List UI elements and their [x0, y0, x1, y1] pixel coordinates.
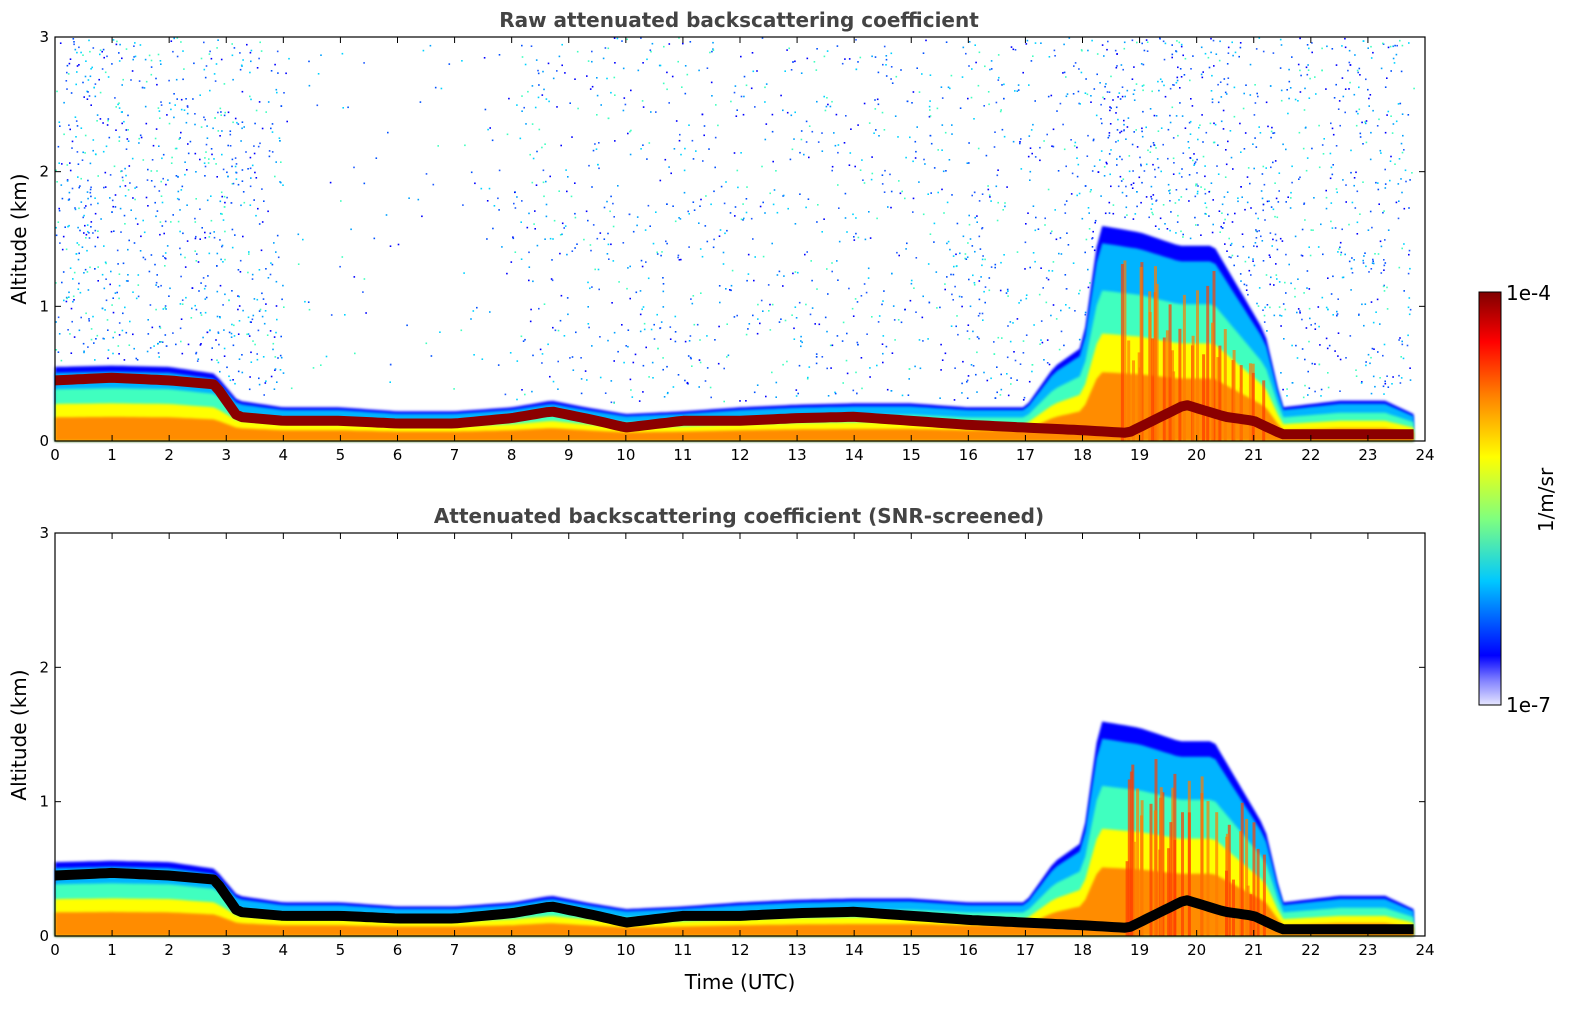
- cloud-core: [1120, 260, 1266, 441]
- x-tick-label: 15: [902, 446, 921, 464]
- raw-backscatter-panel: Raw attenuated backscattering coefficien…: [7, 8, 1435, 464]
- x-tick-label: 7: [450, 446, 460, 464]
- x-tick-label: 0: [50, 446, 60, 464]
- heatmap-area: [54, 37, 1425, 441]
- x-tick-label: 1: [107, 446, 117, 464]
- x-tick-label: 18: [1073, 446, 1092, 464]
- aerosol-layer: [55, 226, 1414, 441]
- y-tick-label: 2: [39, 658, 49, 676]
- x-tick-label: 8: [507, 446, 517, 464]
- heatmap-area: [54, 533, 1425, 936]
- peak-backscatter-layer: [54, 372, 1414, 440]
- noise-speckle: [55, 37, 1415, 404]
- colorbar-unit-label: 1/m/sr: [1534, 467, 1558, 532]
- x-tick-label: 21: [1244, 446, 1263, 464]
- y-tick-label: 2: [39, 163, 49, 181]
- x-tick-label: 12: [730, 941, 749, 959]
- panel-title: Raw attenuated backscattering coefficien…: [499, 8, 979, 32]
- x-tick-label: 16: [959, 446, 978, 464]
- x-tick-label: 23: [1358, 941, 1377, 959]
- x-tick-label: 1: [107, 941, 117, 959]
- x-tick-label: 17: [1016, 941, 1035, 959]
- x-tick-label: 17: [1016, 446, 1035, 464]
- x-tick-label: 4: [279, 941, 289, 959]
- colorbar-gradient: [1478, 291, 1502, 706]
- y-axis-label: Altitude (km): [7, 173, 31, 304]
- x-tick-label: 8: [507, 941, 517, 959]
- x-tick-label: 0: [50, 941, 60, 959]
- x-tick-label: 6: [393, 446, 403, 464]
- x-tick-label: 9: [564, 446, 574, 464]
- x-tick-label: 24: [1415, 446, 1434, 464]
- x-tick-label: 5: [336, 941, 346, 959]
- colorbar: 1e-4 1e-7 1/m/sr: [1478, 281, 1558, 717]
- snr-screened-backscatter-panel: Attenuated backscattering coefficient (S…: [7, 504, 1435, 994]
- x-tick-label: 14: [845, 941, 864, 959]
- panel-title: Attenuated backscattering coefficient (S…: [434, 504, 1044, 528]
- x-tick-label: 13: [788, 941, 807, 959]
- x-tick-label: 19: [1130, 446, 1149, 464]
- y-tick-label: 1: [39, 793, 49, 811]
- x-tick-label: 22: [1301, 446, 1320, 464]
- x-tick-label: 19: [1130, 941, 1149, 959]
- x-tick-label: 10: [616, 941, 635, 959]
- y-axis: 0 1 2 3: [39, 28, 1425, 450]
- x-axis: 0 1 2 3 4 5 6 7 8 9 10 11 12 13 14 15 16 17 18 19 20 21 22 23 24: [50, 533, 1435, 959]
- x-tick-label: 18: [1073, 941, 1092, 959]
- x-tick-label: 2: [164, 446, 174, 464]
- colorbar-max-label: 1e-4: [1506, 281, 1551, 305]
- y-tick-label: 1: [39, 297, 49, 315]
- aerosol-layer: [55, 721, 1414, 936]
- x-tick-label: 5: [336, 446, 346, 464]
- x-tick-label: 6: [393, 941, 403, 959]
- x-tick-label: 7: [450, 941, 460, 959]
- x-tick-label: 14: [845, 446, 864, 464]
- x-tick-label: 12: [730, 446, 749, 464]
- y-tick-label: 0: [39, 432, 49, 450]
- x-tick-label: 24: [1415, 941, 1434, 959]
- x-tick-label: 22: [1301, 941, 1320, 959]
- x-tick-label: 11: [673, 446, 692, 464]
- x-tick-label: 15: [902, 941, 921, 959]
- x-tick-label: 4: [279, 446, 289, 464]
- x-tick-label: 3: [221, 446, 231, 464]
- x-tick-label: 10: [616, 446, 635, 464]
- x-tick-label: 21: [1244, 941, 1263, 959]
- x-axis: 0 1 2 3 4 5 6 7 8 9 10 11 12 13 14 15 16 17 18 19 20 21 22 23 24: [50, 37, 1435, 464]
- x-tick-label: 13: [788, 446, 807, 464]
- x-tick-label: 16: [959, 941, 978, 959]
- x-tick-label: 20: [1187, 446, 1206, 464]
- y-tick-label: 3: [39, 28, 49, 46]
- cloud-core: [1125, 759, 1266, 936]
- x-axis-label: Time (UTC): [684, 970, 796, 994]
- y-tick-label: 0: [39, 927, 49, 945]
- x-tick-label: 9: [564, 941, 574, 959]
- x-tick-label: 20: [1187, 941, 1206, 959]
- y-axis: 0 1 2 3: [39, 524, 1425, 945]
- peak-backscatter-layer: [54, 867, 1414, 935]
- x-tick-label: 3: [221, 941, 231, 959]
- x-tick-label: 23: [1358, 446, 1377, 464]
- y-tick-label: 3: [39, 524, 49, 542]
- colorbar-min-label: 1e-7: [1506, 693, 1551, 717]
- y-axis-label: Altitude (km): [7, 669, 31, 800]
- x-tick-label: 2: [164, 941, 174, 959]
- x-tick-label: 11: [673, 941, 692, 959]
